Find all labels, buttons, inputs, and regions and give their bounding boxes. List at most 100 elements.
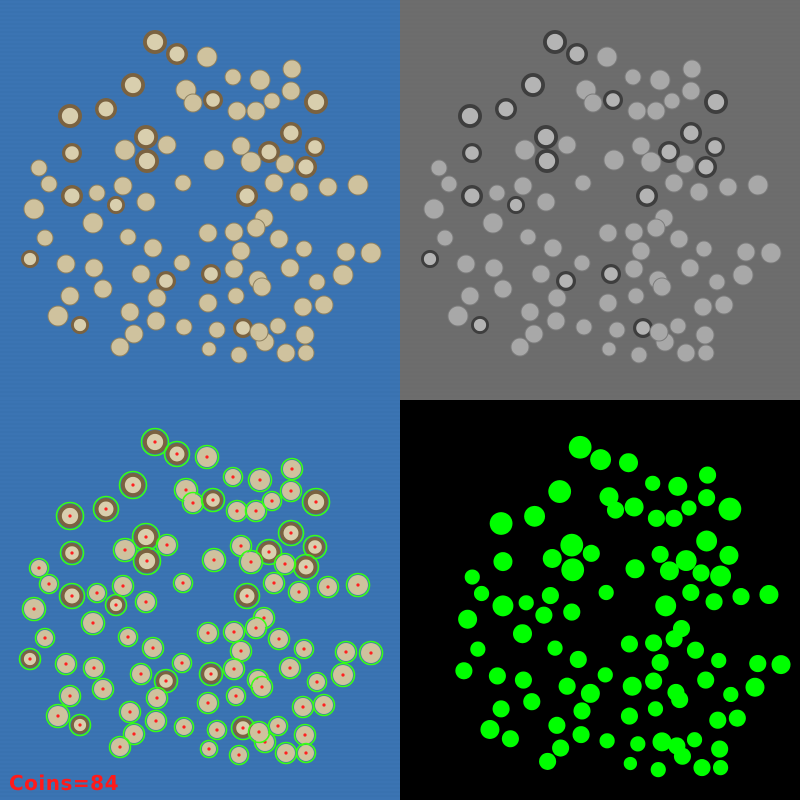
coin [693,297,713,317]
mask-blob [645,634,663,652]
mask-blob [523,693,541,711]
coin [462,143,482,163]
detection-circle [247,467,273,493]
detection-circle [59,540,85,566]
mask-blob [514,671,532,689]
center-dot [344,650,348,654]
coin [47,305,69,327]
center-dot [155,696,159,700]
mask-blob [573,702,591,720]
center-dot [91,621,95,625]
detection-circle [104,593,128,617]
coin [695,325,715,345]
coin [175,318,193,336]
center-dot [235,509,239,513]
detected-coin [293,638,315,660]
mask-blob [464,569,480,585]
center-dot [132,732,136,736]
detected-coin [330,662,356,688]
coin [246,218,266,238]
coin [252,277,272,297]
coin [624,68,642,86]
grayscale-coins-svg [400,0,800,397]
detection-circle [345,572,371,598]
mask-blob [696,530,718,552]
coin [630,346,648,364]
center-dot [231,475,235,479]
mask-blob [493,552,513,572]
mask-blob [709,711,727,729]
detected-coin [92,495,120,523]
detected-coin [140,427,170,457]
mask-blob [622,676,642,696]
detection-circle [247,720,271,744]
center-dot [182,725,186,729]
mask-blob [619,453,639,473]
detection-circle [58,684,82,708]
detected-coin [28,557,50,579]
mask-blob [582,544,600,562]
coin [60,286,80,306]
coin [233,318,253,338]
coin [747,174,769,196]
detected-coin [291,695,315,719]
detected-coin [334,640,358,664]
coin [601,341,617,357]
mask-blob [480,719,500,739]
coin [308,273,326,291]
coin [263,92,281,110]
mask-blob [745,677,765,697]
center-dot [207,747,211,751]
center-dot [239,649,243,653]
detection-circle [244,499,268,523]
grayscale-panel [400,0,800,400]
detected-coin [247,467,273,493]
detection-circle [112,537,138,563]
coin [110,337,130,357]
detected-coin [302,534,328,560]
detection-circle [316,575,340,599]
coin [556,271,576,291]
detected-coin [173,716,195,738]
detected-coin [104,593,128,617]
center-dot [254,626,258,630]
detection-circle [238,549,264,575]
mask-blob [590,449,612,471]
coin [680,122,702,144]
coin [557,135,577,155]
coin [120,302,140,322]
detection-circle [244,616,268,640]
mask-blob [651,545,669,563]
coin [536,192,556,212]
coin [669,229,689,249]
coin [543,238,563,258]
center-dot [289,531,293,535]
detection-circle [108,735,132,759]
center-dot [304,565,308,569]
coin [646,101,666,121]
center-dot [212,558,216,562]
coin [264,173,284,193]
coin [566,43,588,65]
detected-coin [358,640,384,666]
coin [280,258,300,278]
center-dot [237,753,241,757]
detected-coin [45,703,71,729]
center-dot [369,651,373,655]
coin [546,311,566,331]
detected-coin [91,677,115,701]
coin [514,139,536,161]
coin [598,293,618,313]
detected-coin [118,470,148,500]
center-dot [257,730,261,734]
detected-coin [250,675,274,699]
coin [224,68,242,86]
detection-circle [287,580,311,604]
center-dot [28,657,32,661]
detected-coin [80,610,106,636]
detected-coin [181,491,205,515]
detection-circle [132,546,162,576]
detected-coin [255,538,283,566]
detection-circle [198,661,224,687]
detected-coin [153,668,179,694]
